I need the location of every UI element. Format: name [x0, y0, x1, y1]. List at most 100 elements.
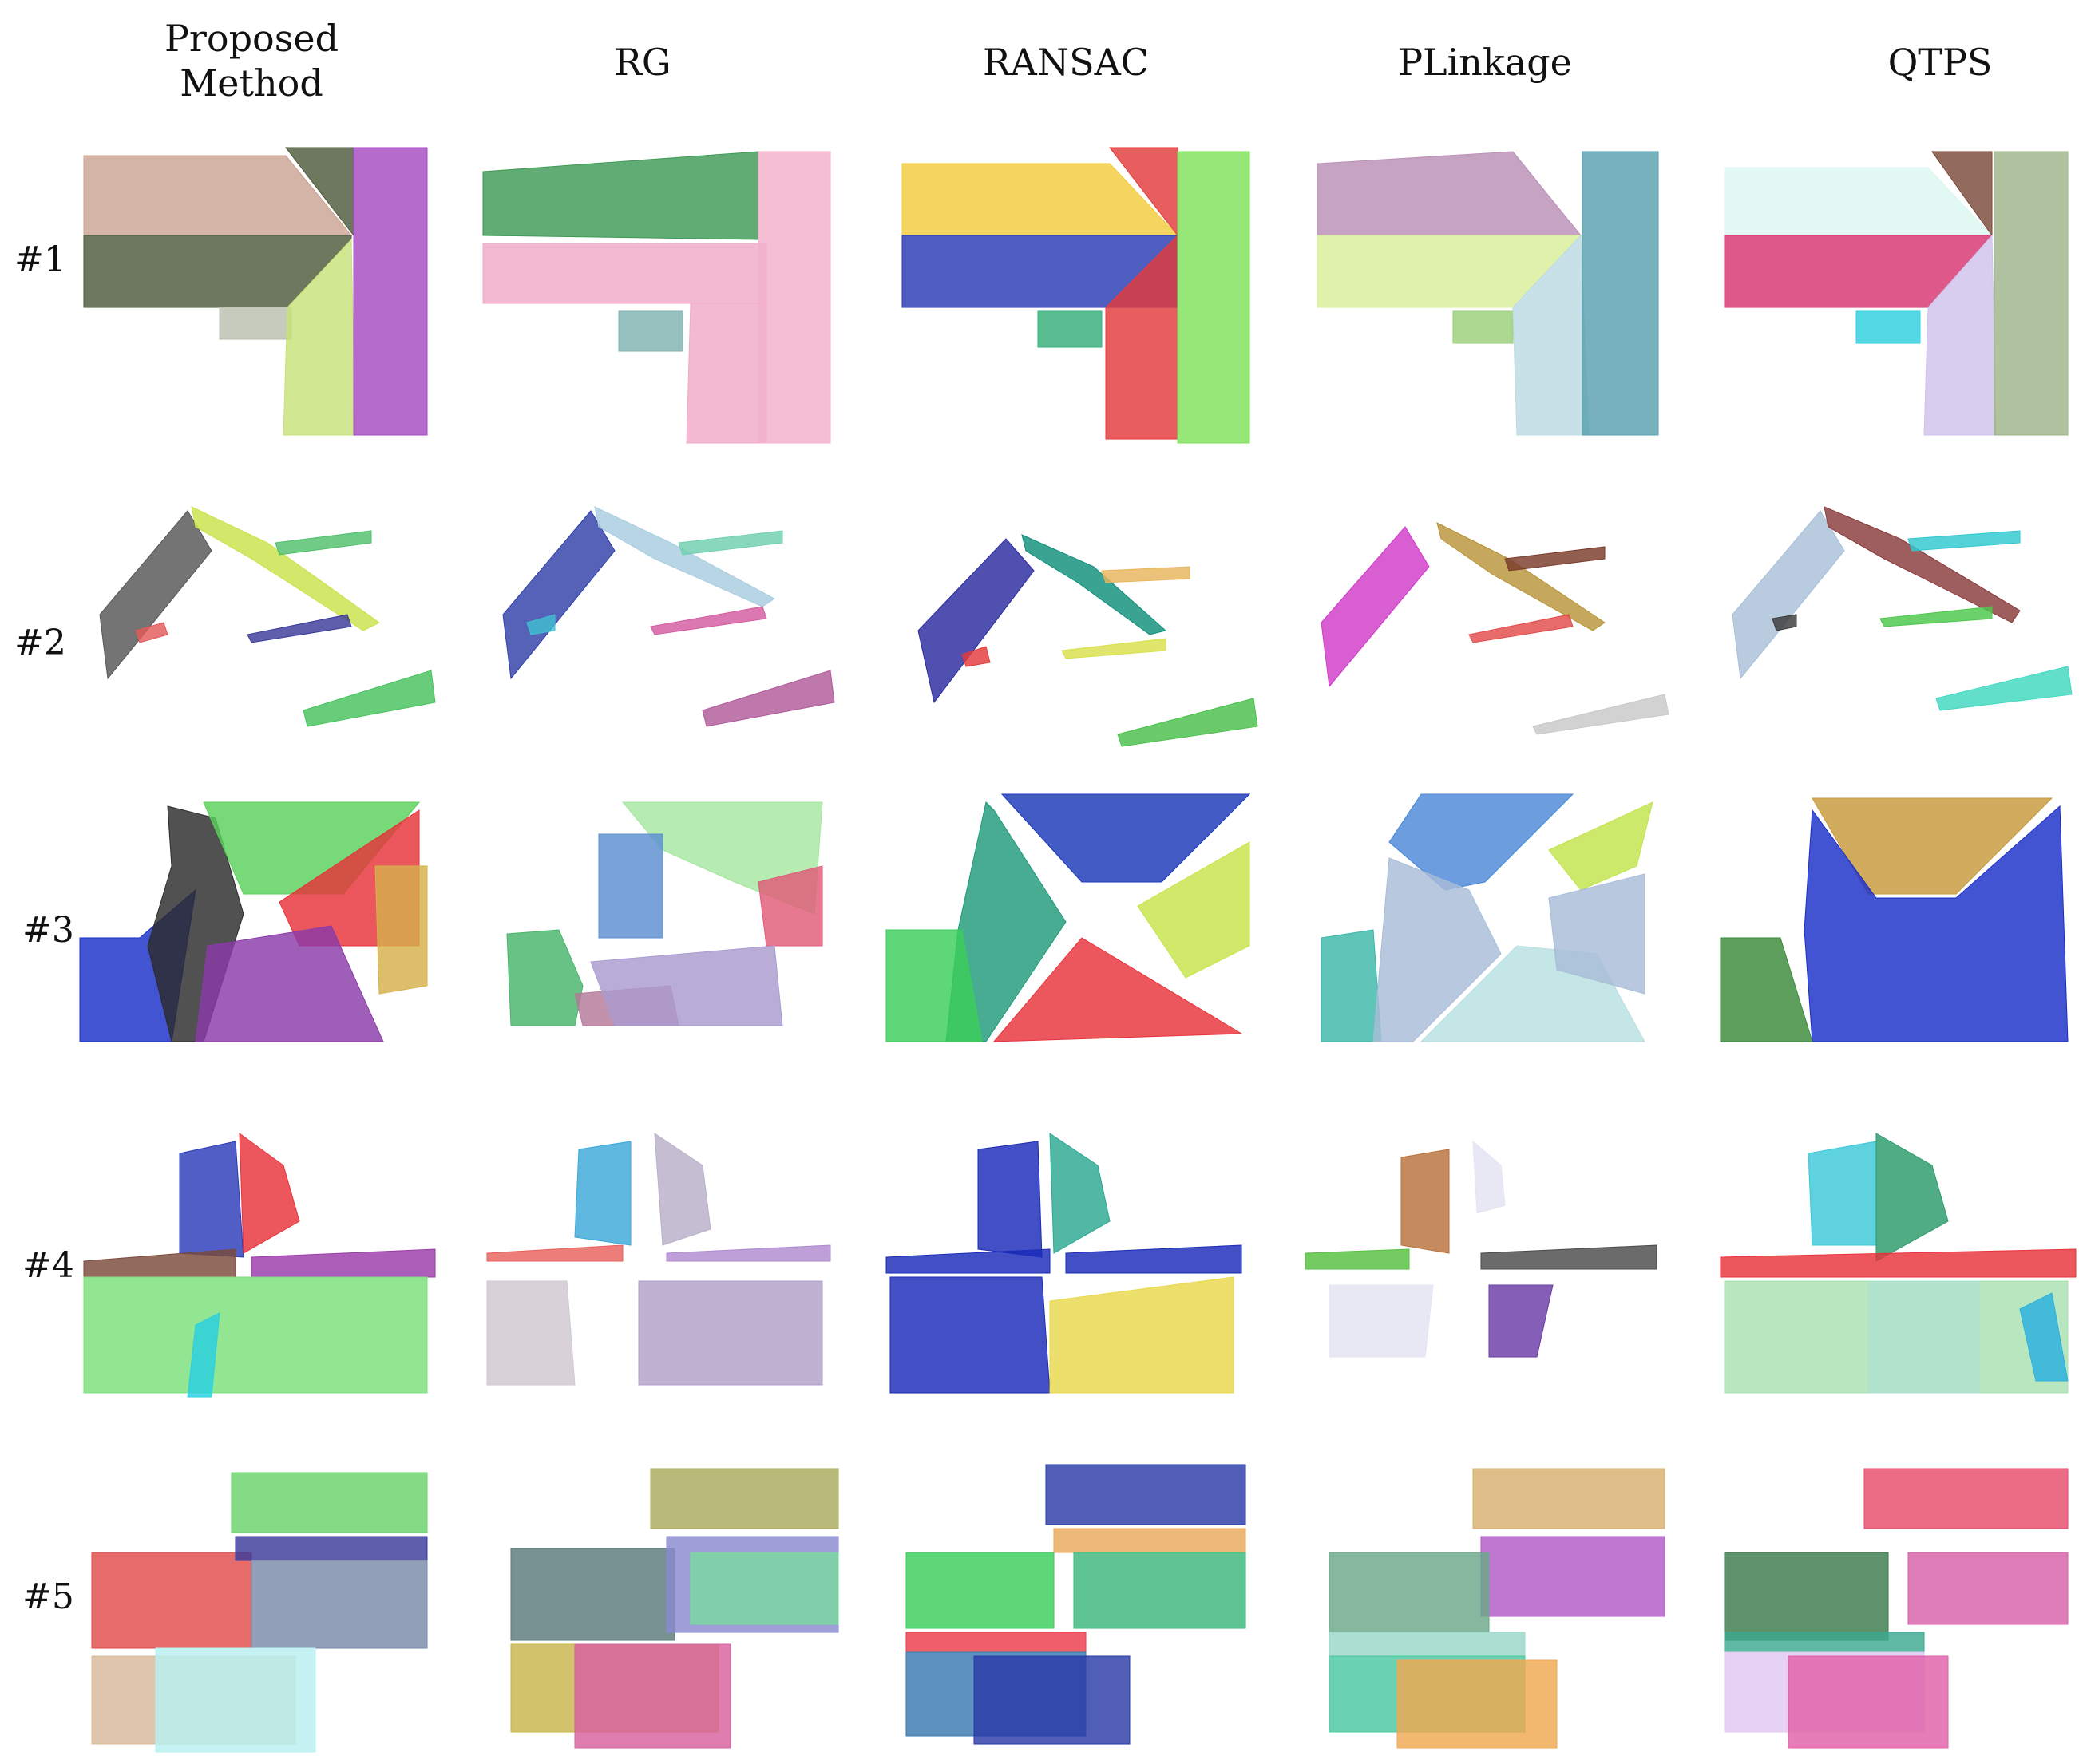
segment	[917, 538, 1035, 704]
panel-r4-ransac	[882, 1117, 1257, 1433]
segment	[590, 945, 783, 1026]
panel-r2-proposed	[76, 495, 451, 810]
panel-r2-qtps	[1717, 495, 2079, 810]
segment	[486, 1280, 576, 1386]
segment	[91, 1552, 252, 1649]
panel-r3-ransac	[882, 786, 1257, 1102]
segment	[1931, 151, 1993, 237]
segment	[905, 1632, 1087, 1653]
segment	[961, 646, 991, 667]
panel-r1-ransac	[890, 144, 1265, 459]
segment	[1049, 1133, 1111, 1254]
segment	[1720, 1248, 2077, 1278]
segment	[353, 147, 428, 436]
segment	[1065, 1244, 1242, 1274]
column-title-ransac: RANSAC	[982, 41, 1150, 84]
segment	[1488, 1284, 1554, 1358]
segment	[1504, 546, 1606, 572]
segment	[1879, 606, 1993, 627]
segment	[1061, 638, 1166, 659]
panel-r5-ransac	[894, 1449, 1269, 1764]
segment	[187, 1312, 220, 1398]
panel-r4-proposed	[76, 1117, 451, 1433]
segment	[1321, 929, 1382, 1042]
segment	[690, 1552, 839, 1625]
panel-r3-proposed	[76, 786, 451, 1102]
segment	[1329, 1632, 1526, 1657]
segment	[235, 1536, 428, 1561]
row-label-1: #1	[14, 239, 66, 280]
segment	[1321, 526, 1430, 688]
segment	[231, 1472, 428, 1533]
segment	[179, 1141, 244, 1258]
segment	[574, 1643, 731, 1749]
panel-r3-qtps	[1717, 786, 2079, 1102]
segment	[1732, 510, 1845, 680]
segment	[83, 1248, 236, 1278]
panel-r1-plinkage	[1309, 144, 1685, 459]
panel-r2-ransac	[902, 495, 1277, 810]
segment	[678, 530, 783, 556]
segment	[1907, 530, 2021, 552]
segment	[1875, 1133, 1949, 1262]
segment	[1117, 698, 1258, 747]
panel-r5-plinkage	[1317, 1449, 1693, 1764]
segment	[1480, 1244, 1657, 1270]
segment	[686, 303, 767, 444]
segment	[1772, 614, 1797, 631]
segment	[1867, 1280, 1981, 1394]
segment	[1855, 310, 1921, 344]
segment	[1317, 151, 1582, 236]
segment	[1329, 1552, 1490, 1633]
row-label-3: #3	[22, 910, 74, 951]
segment	[598, 833, 663, 939]
panel-r1-rg	[471, 144, 846, 459]
segment	[1073, 1552, 1246, 1629]
panel-r5-qtps	[1717, 1449, 2079, 1764]
panel-r5-proposed	[76, 1449, 451, 1764]
panel-r4-qtps	[1717, 1117, 2079, 1433]
segment	[303, 670, 436, 727]
segment	[666, 1244, 831, 1262]
segment	[191, 506, 380, 631]
segment	[239, 1132, 300, 1254]
row-label-5: #5	[22, 1576, 74, 1617]
segment	[650, 606, 767, 635]
segment	[1305, 1248, 1410, 1270]
segment	[1049, 1276, 1234, 1394]
panel-r5-rg	[495, 1449, 870, 1764]
segment	[654, 1133, 711, 1246]
segment	[889, 1276, 1051, 1394]
segment	[618, 310, 683, 352]
panel-r4-rg	[471, 1117, 846, 1433]
segment	[1400, 1149, 1450, 1254]
segment	[251, 1560, 428, 1649]
segment	[99, 510, 212, 680]
column-title-rg: RG	[614, 41, 671, 84]
segment	[1045, 1464, 1246, 1525]
segment	[1907, 1552, 2069, 1625]
segment	[1582, 151, 1659, 436]
segment	[594, 506, 775, 607]
segment	[1532, 694, 1669, 735]
segment	[1720, 937, 1813, 1042]
segment	[219, 307, 292, 340]
row-label-4: #4	[22, 1245, 74, 1286]
segment	[905, 1552, 1055, 1629]
segment	[486, 1244, 624, 1262]
segment	[1037, 310, 1103, 348]
segment	[758, 151, 831, 444]
segment	[1804, 805, 2069, 1042]
segment	[1177, 151, 1250, 444]
segment	[1480, 1536, 1665, 1617]
segment	[1468, 614, 1574, 643]
segment	[1053, 1528, 1246, 1553]
segment	[135, 622, 168, 643]
segment	[1472, 1468, 1665, 1529]
segment	[275, 530, 372, 556]
segment	[510, 1548, 675, 1641]
panel-r1-qtps	[1717, 144, 2079, 459]
segment	[977, 1141, 1043, 1258]
segment	[1452, 310, 1514, 344]
segment	[1724, 1632, 1925, 1653]
